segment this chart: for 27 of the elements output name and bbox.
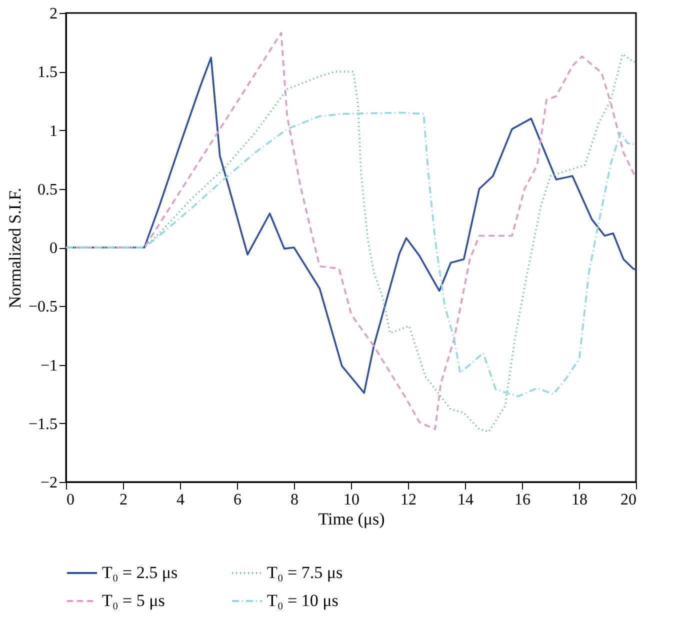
x-tick-label: 18 (572, 492, 588, 508)
legend-label: T₀ = 2.5 μs (102, 563, 178, 582)
y-tick-label: −1.5 (28, 416, 58, 433)
y-tick-label: 1 (50, 122, 58, 140)
y-tick-label: 1.5 (38, 64, 58, 82)
y-tick-label: 0 (50, 240, 58, 257)
y-tick-label: −1 (40, 357, 58, 374)
legend-label: T₀ = 10 μs (267, 591, 338, 610)
x-tick-label: 14 (458, 492, 474, 508)
x-tick-label: 4 (176, 492, 184, 508)
x-tick-label: 12 (400, 492, 416, 508)
x-tick-label: 6 (234, 492, 242, 508)
y-tick-label: 0.5 (38, 181, 58, 198)
y-tick-label: −2 (40, 474, 58, 492)
legend-label: T₀ = 5 μs (102, 591, 165, 610)
x-tick-label: 2 (120, 492, 128, 508)
x-axis-title: Time (μs) (318, 510, 385, 528)
line-series (65, 112, 637, 398)
x-tick-label: 16 (514, 492, 530, 508)
x-tick-label: 0 (66, 492, 74, 508)
y-axis-title: Normalized S.I.F. (5, 188, 24, 308)
x-tick-label: 10 (344, 492, 360, 508)
x-tick-label: 20 (620, 492, 636, 508)
x-tick-label: 8 (290, 492, 298, 508)
y-tick-label: −0.5 (28, 298, 58, 316)
legend-label: T₀ = 7.5 μs (267, 563, 343, 582)
y-tick-label: 2 (50, 6, 58, 22)
